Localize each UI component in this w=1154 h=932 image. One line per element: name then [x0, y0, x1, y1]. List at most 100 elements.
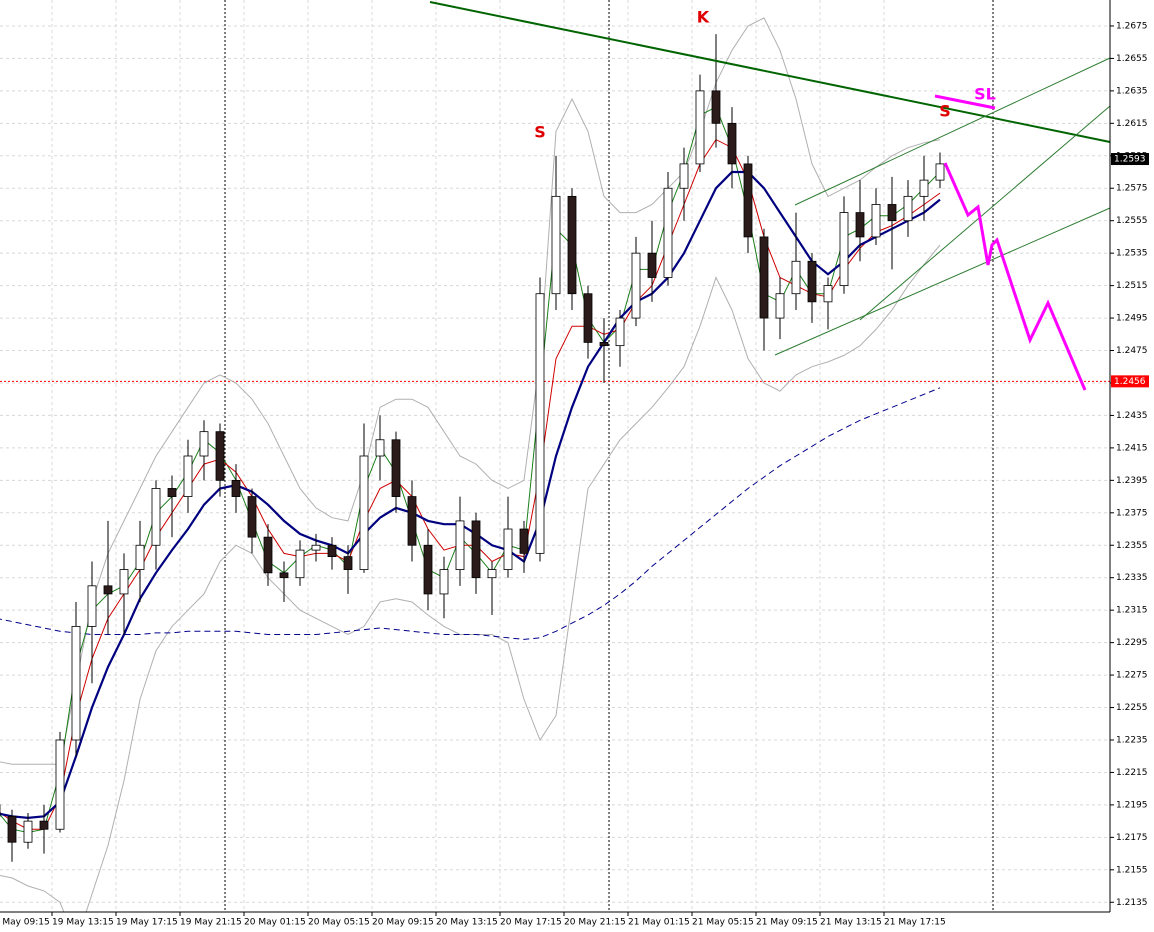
- candle-body: [263, 536, 273, 574]
- candle-body: [919, 179, 929, 197]
- y-tick-label: 1.2615: [1116, 119, 1148, 129]
- channel-line: [774, 207, 1111, 356]
- y-tick-label: 1.2515: [1116, 281, 1148, 291]
- x-tick-label: 20 May 09:15: [372, 918, 434, 928]
- candle-body: [279, 572, 289, 579]
- x-tick-label: 21 May 13:15: [820, 918, 882, 928]
- candle-body: [743, 163, 753, 238]
- x-tick-label: 20 May 05:15: [308, 918, 370, 928]
- y-tick-label: 1.2275: [1116, 671, 1148, 681]
- x-tick-label: 21 May 09:15: [756, 918, 818, 928]
- candle-body: [551, 195, 561, 295]
- axes: 1.2135 1.2155 1.2175 1.2195 1.2215 1.2235 1.22…: [0, 21, 1149, 928]
- candle-body: [455, 520, 465, 570]
- projection: [943, 162, 1087, 391]
- stop-loss-line: [934, 94, 996, 110]
- price-axis-area: [1110, 0, 1154, 932]
- y-tick-label: 1.2175: [1116, 833, 1148, 843]
- y-tick-label: 1.2475: [1116, 346, 1148, 356]
- candle-body: [887, 204, 897, 222]
- candle-body: [519, 528, 529, 554]
- candle-body: [343, 556, 353, 570]
- y-tick-label: 1.2315: [1116, 606, 1148, 616]
- candle-body: [407, 496, 417, 546]
- x-tick-label: 20 May 01:15: [244, 918, 306, 928]
- candle-body: [855, 212, 865, 238]
- y-tick-label: 1.2555: [1116, 216, 1148, 226]
- x-tick-label: 19 May 13:15: [52, 918, 114, 928]
- y-tick-label: 1.2395: [1116, 476, 1148, 486]
- candle-body: [119, 569, 129, 595]
- candle-body: [583, 293, 593, 343]
- candle-body: [535, 293, 545, 554]
- x-tick-label: 21 May 05:15: [692, 918, 754, 928]
- candle-body: [7, 815, 17, 843]
- x-tick-label: 19 May 09:15: [0, 918, 50, 928]
- candle-body: [23, 820, 33, 843]
- x-tick-label: 20 May 17:15: [500, 918, 562, 928]
- x-tick-label: 19 May 21:15: [180, 918, 242, 928]
- y-tick-label: 1.2135: [1116, 898, 1148, 908]
- candle-body: [615, 317, 625, 347]
- candle-body: [567, 195, 577, 295]
- candle-body: [295, 549, 305, 579]
- candle-body: [55, 739, 65, 830]
- candle-body: [727, 122, 737, 165]
- y-tick-label: 1.2675: [1116, 21, 1148, 31]
- candle-body: [663, 187, 673, 278]
- indicator-line: [0, 387, 941, 640]
- price-level-label: 1.2456: [1114, 377, 1146, 387]
- last-price-label: 1.2593: [1114, 155, 1146, 165]
- y-tick-label: 1.2415: [1116, 443, 1148, 453]
- candle-body: [631, 252, 641, 319]
- y-tick-label: 1.2435: [1116, 411, 1148, 421]
- price-level-box: [1111, 375, 1149, 388]
- y-tick-label: 1.2335: [1116, 573, 1148, 583]
- y-tick-label: 1.2155: [1116, 865, 1148, 875]
- candle-body: [935, 163, 945, 181]
- channel-line: [859, 105, 1111, 321]
- candle-body: [503, 528, 513, 570]
- y-tick-label: 1.2375: [1116, 508, 1148, 518]
- candle-body: [183, 455, 193, 497]
- annotation: S: [534, 123, 546, 142]
- candle-body: [791, 260, 801, 295]
- last-price-box: [1111, 153, 1149, 166]
- candle-body: [823, 285, 833, 303]
- candle-body: [167, 488, 177, 497]
- candle-body: [199, 431, 209, 457]
- candle-body: [599, 342, 609, 347]
- candle-body: [423, 544, 433, 595]
- candle-body: [375, 439, 385, 457]
- candle-body: [871, 204, 881, 238]
- candle-body: [903, 195, 913, 222]
- annotation: K: [697, 8, 710, 27]
- candle-body: [759, 236, 769, 319]
- candle-body: [215, 431, 225, 481]
- candle-body: [839, 212, 849, 287]
- x-tick-label: 21 May 17:15: [884, 918, 946, 928]
- candle-body: [327, 544, 337, 558]
- candle-body: [87, 585, 97, 627]
- candle-body: [71, 625, 81, 741]
- candle-body: [775, 293, 785, 319]
- candle-body: [695, 90, 705, 165]
- y-tick-label: 1.2215: [1116, 768, 1148, 778]
- candle-body: [439, 569, 449, 595]
- candle-body: [359, 455, 369, 570]
- candle-body: [103, 585, 113, 595]
- y-tick-label: 1.2255: [1116, 703, 1148, 713]
- candle-body: [807, 260, 817, 303]
- candle-body: [231, 479, 241, 497]
- time-axis-area: [0, 912, 1154, 932]
- y-tick-label: 1.2495: [1116, 314, 1148, 324]
- y-tick-label: 1.2535: [1116, 249, 1148, 259]
- candle-body: [311, 544, 321, 551]
- y-tick-label: 1.2355: [1116, 541, 1148, 551]
- x-tick-label: 21 May 01:15: [628, 918, 690, 928]
- candle-body: [471, 520, 481, 579]
- annotation: S: [939, 102, 951, 121]
- candle-body: [711, 90, 721, 124]
